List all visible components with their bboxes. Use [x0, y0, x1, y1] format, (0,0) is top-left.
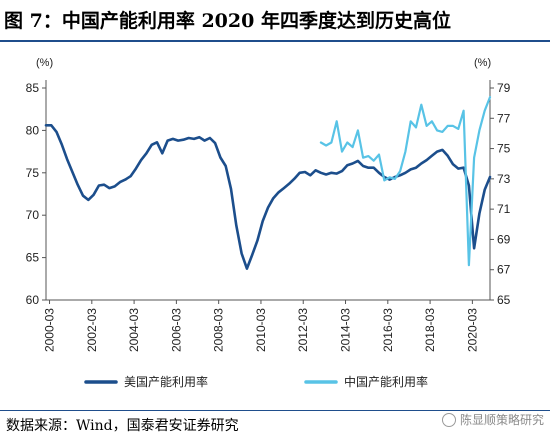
right-tick-label: 75 — [497, 142, 511, 156]
right-tick-label: 77 — [497, 111, 511, 125]
right-tick-label: 69 — [497, 232, 511, 246]
right-axis-unit: (%) — [474, 57, 491, 69]
right-tick-label: 65 — [497, 293, 511, 307]
series-layer — [44, 95, 492, 270]
watermark: 陈显顺策略研究 — [441, 411, 544, 428]
left-tick-label: 65 — [26, 251, 40, 265]
left-tick-label: 80 — [26, 123, 40, 137]
x-tick-label: 2000-03 — [43, 308, 57, 352]
title-underline — [0, 40, 550, 42]
chart-legend: 美国产能利用率 中国产能利用率 — [84, 374, 428, 389]
right-tick-label: 79 — [497, 81, 511, 95]
left-tick-label: 70 — [26, 208, 40, 222]
x-tick-label: 2018-03 — [423, 308, 437, 352]
x-tick-label: 2008-03 — [212, 308, 226, 352]
left-axis-unit: (%) — [36, 57, 53, 69]
left-tick-label: 75 — [26, 166, 40, 180]
x-tick-label: 2004-03 — [127, 308, 141, 352]
x-tick-label: 2012-03 — [296, 308, 310, 352]
right-tick-label: 67 — [497, 263, 511, 277]
series-line-china — [319, 95, 492, 267]
right-tick-label: 71 — [497, 202, 511, 216]
source-divider — [0, 410, 550, 411]
x-tick-label: 2016-03 — [381, 308, 395, 352]
x-tick-label: 2002-03 — [85, 308, 99, 352]
watermark-text: 陈显顺策略研究 — [459, 413, 544, 427]
right-tick-label: 73 — [497, 172, 511, 186]
left-tick-label: 60 — [26, 293, 40, 307]
series-line-us — [44, 124, 492, 270]
x-tick-label: 2014-03 — [339, 308, 353, 352]
legend-item-china-label: 中国产能利用率 — [344, 374, 428, 389]
watermark-icon — [441, 412, 456, 427]
x-tick-label: 2010-03 — [254, 308, 268, 352]
left-tick-label: 85 — [26, 81, 40, 95]
x-tick-label: 2006-03 — [169, 308, 183, 352]
figure-title: 图 7：中国产能利用率 2020 年四季度达到历史高位 — [4, 10, 451, 32]
capacity-utilization-chart: (%) (%) 60 65 70 75 80 85 65 67 69 71 73 75 77 79 2000-0… — [26, 57, 511, 389]
data-source-note: 数据来源：Wind，国泰君安证券研究 — [6, 418, 239, 434]
x-tick-label: 2020-03 — [465, 308, 479, 352]
chart-axes: (%) (%) 60 65 70 75 80 85 65 67 69 71 73 75 77 79 2000-0… — [26, 57, 511, 352]
legend-item-us-label: 美国产能利用率 — [124, 374, 208, 389]
